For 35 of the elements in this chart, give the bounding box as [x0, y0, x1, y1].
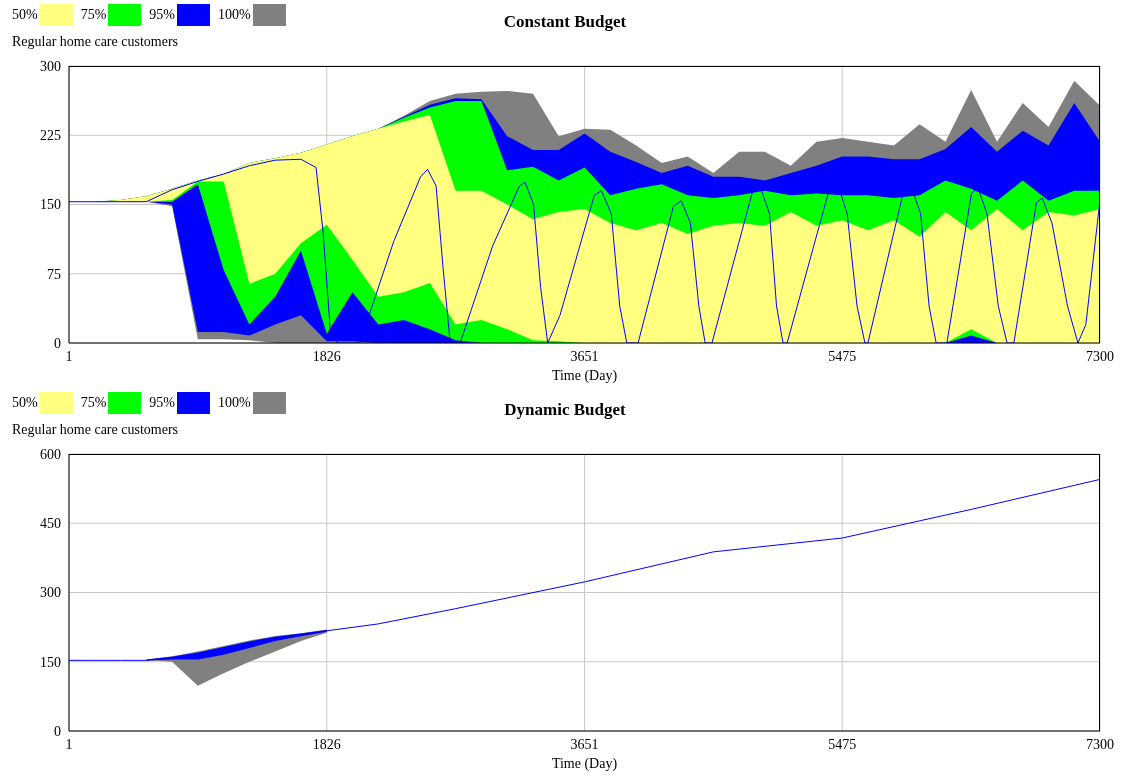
legend-label: 75%	[80, 395, 107, 411]
x-tick-label: 1	[65, 348, 73, 364]
x-tick-label: 3651	[570, 736, 599, 752]
legend-label: 95%	[149, 395, 176, 411]
x-tick-label: 1826	[312, 736, 341, 752]
x-tick-label: 5475	[828, 348, 857, 364]
x-tick-label: 7300	[1086, 348, 1114, 364]
x-tick-label: 3651	[570, 348, 599, 364]
x-tick-label: 7300	[1086, 736, 1114, 752]
legend-label: 50%	[12, 395, 38, 411]
y-tick-label: 0	[54, 335, 61, 351]
x-tick-label: 5475	[828, 736, 857, 752]
chart-title: Dynamic Budget	[504, 400, 626, 419]
x-tick-label: 1	[65, 736, 73, 752]
y-tick-label: 0	[54, 723, 61, 739]
legend-label: 50%	[12, 7, 38, 23]
line-series	[69, 478, 1100, 661]
y-tick-label: 150	[40, 654, 61, 670]
legend-label: 100%	[218, 7, 251, 23]
y-axis-title: Regular home care customers	[12, 34, 178, 50]
x-axis-title: Time (Day)	[551, 368, 618, 384]
x-axis-title: Time (Day)	[551, 756, 618, 772]
y-tick-label: 75	[47, 266, 61, 282]
y-tick-label: 150	[40, 197, 61, 213]
y-tick-label: 600	[40, 446, 61, 462]
legend-label: 95%	[149, 7, 176, 23]
chart-title: Constant Budget	[503, 12, 627, 31]
y-tick-label: 225	[40, 128, 61, 144]
legend-label: 75%	[80, 7, 107, 23]
y-axis-title: Regular home care customers	[12, 422, 178, 438]
y-tick-label: 300	[40, 58, 61, 74]
legend-label: 100%	[218, 395, 251, 411]
y-tick-label: 450	[40, 516, 61, 532]
x-tick-label: 1826	[312, 348, 341, 364]
y-tick-label: 300	[40, 585, 61, 601]
